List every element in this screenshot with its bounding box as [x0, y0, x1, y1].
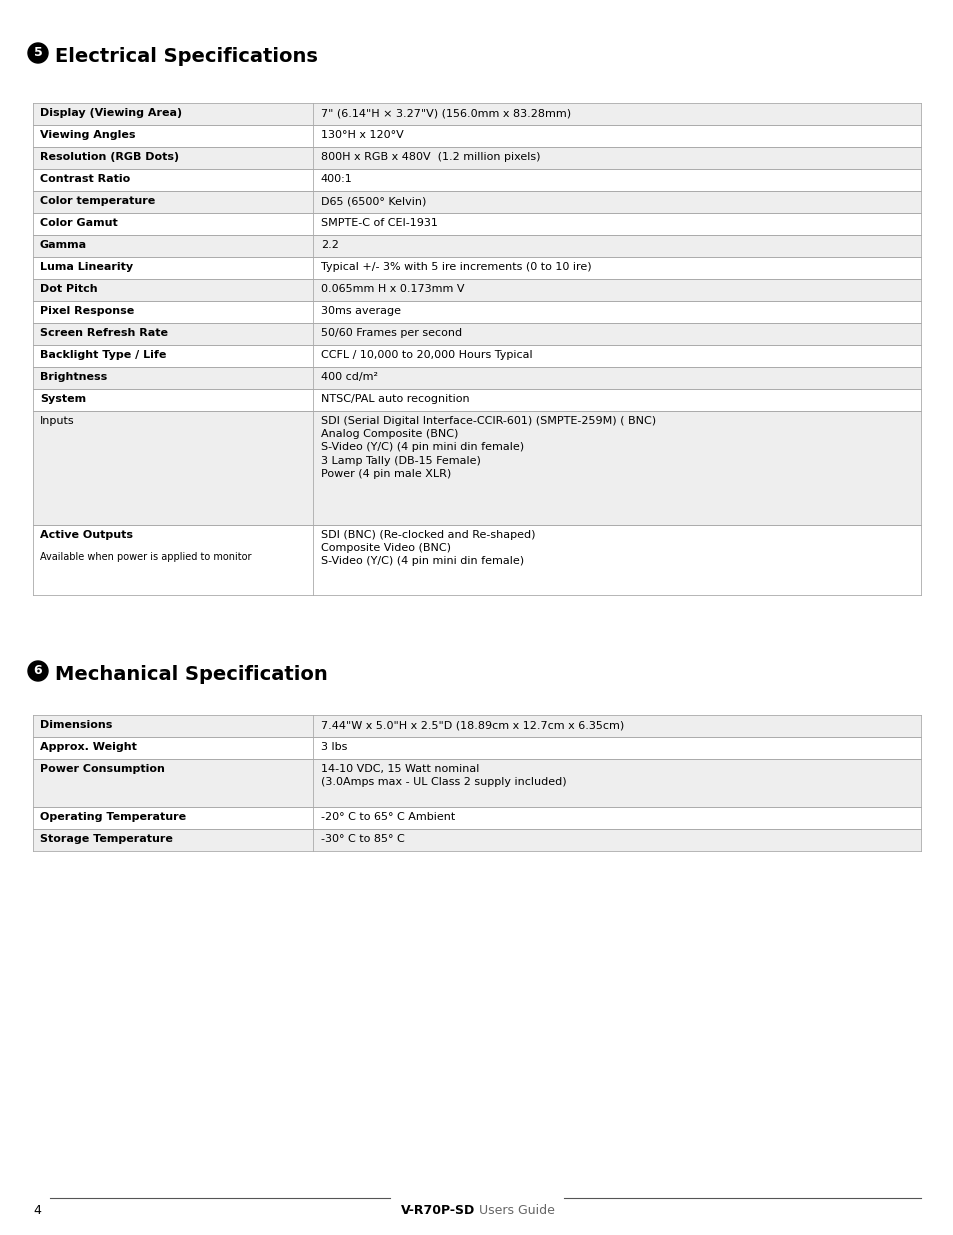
Text: 6: 6 — [33, 664, 42, 678]
Bar — [33, 525, 920, 595]
Bar — [33, 279, 920, 301]
Text: Power Consumption: Power Consumption — [40, 764, 165, 774]
Bar — [33, 411, 920, 525]
Text: Available when power is applied to monitor: Available when power is applied to monit… — [40, 552, 252, 562]
Circle shape — [28, 661, 48, 680]
Text: 50/60 Frames per second: 50/60 Frames per second — [320, 329, 461, 338]
Bar — [33, 737, 920, 760]
Text: Display (Viewing Area): Display (Viewing Area) — [40, 107, 182, 119]
Text: Pixel Response: Pixel Response — [40, 306, 134, 316]
Bar — [33, 147, 920, 169]
Text: 400:1: 400:1 — [320, 174, 352, 184]
Text: 14-10 VDC, 15 Watt nominal
(3.0Amps max - UL Class 2 supply included): 14-10 VDC, 15 Watt nominal (3.0Amps max … — [320, 764, 566, 787]
Text: SMPTE-C of CEI-1931: SMPTE-C of CEI-1931 — [320, 219, 437, 228]
Bar — [33, 103, 920, 125]
Text: -30° C to 85° C: -30° C to 85° C — [320, 834, 404, 844]
Text: Contrast Ratio: Contrast Ratio — [40, 174, 131, 184]
Text: Brightness: Brightness — [40, 372, 107, 382]
Text: 5: 5 — [33, 47, 42, 59]
Text: Typical +/- 3% with 5 ire increments (0 to 10 ire): Typical +/- 3% with 5 ire increments (0 … — [320, 262, 591, 272]
Text: NTSC/PAL auto recognition: NTSC/PAL auto recognition — [320, 394, 469, 404]
Text: 7.44"W x 5.0"H x 2.5"D (18.89cm x 12.7cm x 6.35cm): 7.44"W x 5.0"H x 2.5"D (18.89cm x 12.7cm… — [320, 720, 623, 730]
Text: Electrical Specifications: Electrical Specifications — [55, 47, 317, 65]
Text: 3 lbs: 3 lbs — [320, 742, 347, 752]
Text: Active Outputs: Active Outputs — [40, 530, 132, 540]
Text: Mechanical Specification: Mechanical Specification — [55, 664, 328, 684]
Text: Approx. Weight: Approx. Weight — [40, 742, 136, 752]
Text: System: System — [40, 394, 86, 404]
Bar — [33, 345, 920, 367]
Text: SDI (Serial Digital Interface-CCIR-601) (SMPTE-259M) ( BNC)
Analog Composite (BN: SDI (Serial Digital Interface-CCIR-601) … — [320, 416, 655, 479]
Text: Operating Temperature: Operating Temperature — [40, 811, 186, 823]
Text: 0.065mm H x 0.173mm V: 0.065mm H x 0.173mm V — [320, 284, 464, 294]
Text: Gamma: Gamma — [40, 240, 87, 249]
Text: Viewing Angles: Viewing Angles — [40, 130, 135, 140]
Text: 800H x RGB x 480V  (1.2 million pixels): 800H x RGB x 480V (1.2 million pixels) — [320, 152, 539, 162]
Text: SDI (BNC) (Re-clocked and Re-shaped)
Composite Video (BNC)
S-Video (Y/C) (4 pin : SDI (BNC) (Re-clocked and Re-shaped) Com… — [320, 530, 535, 567]
Bar — [33, 301, 920, 324]
Text: Inputs: Inputs — [40, 416, 74, 426]
Text: CCFL / 10,000 to 20,000 Hours Typical: CCFL / 10,000 to 20,000 Hours Typical — [320, 350, 532, 359]
Text: Dot Pitch: Dot Pitch — [40, 284, 97, 294]
Bar — [33, 125, 920, 147]
Bar — [33, 760, 920, 806]
Text: Luma Linearity: Luma Linearity — [40, 262, 133, 272]
Circle shape — [28, 43, 48, 63]
Text: D65 (6500° Kelvin): D65 (6500° Kelvin) — [320, 196, 426, 206]
Text: Resolution (RGB Dots): Resolution (RGB Dots) — [40, 152, 179, 162]
Text: 2.2: 2.2 — [320, 240, 338, 249]
Bar — [33, 212, 920, 235]
Text: Color temperature: Color temperature — [40, 196, 155, 206]
Bar — [33, 257, 920, 279]
Text: Color Gamut: Color Gamut — [40, 219, 117, 228]
Text: 4: 4 — [33, 1204, 41, 1216]
Text: 7" (6.14"H × 3.27"V) (156.0mm x 83.28mm): 7" (6.14"H × 3.27"V) (156.0mm x 83.28mm) — [320, 107, 570, 119]
Text: -20° C to 65° C Ambient: -20° C to 65° C Ambient — [320, 811, 455, 823]
Bar — [33, 806, 920, 829]
Bar — [33, 324, 920, 345]
Text: 130°H x 120°V: 130°H x 120°V — [320, 130, 403, 140]
Bar — [33, 235, 920, 257]
Bar — [33, 367, 920, 389]
Text: 30ms average: 30ms average — [320, 306, 400, 316]
Text: Dimensions: Dimensions — [40, 720, 112, 730]
Text: Backlight Type / Life: Backlight Type / Life — [40, 350, 166, 359]
Bar — [33, 715, 920, 737]
Bar — [33, 389, 920, 411]
Bar — [33, 191, 920, 212]
Text: Screen Refresh Rate: Screen Refresh Rate — [40, 329, 168, 338]
Text: 400 cd/m²: 400 cd/m² — [320, 372, 377, 382]
Text: Users Guide: Users Guide — [478, 1204, 555, 1216]
Bar — [33, 829, 920, 851]
Text: V-R70P-SD: V-R70P-SD — [400, 1204, 475, 1216]
Text: Storage Temperature: Storage Temperature — [40, 834, 172, 844]
Bar — [33, 169, 920, 191]
